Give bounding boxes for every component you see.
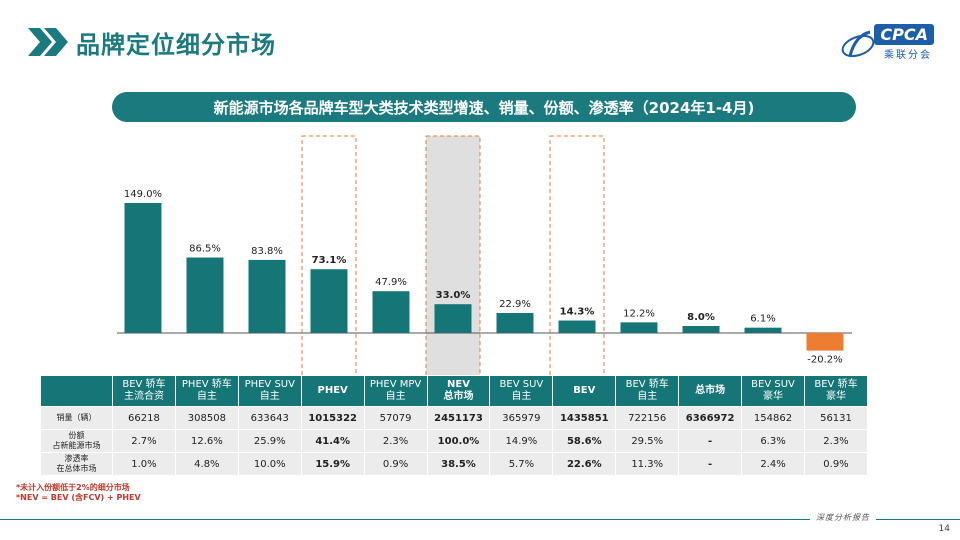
footnote-1: *未计入份额低于2%的细分市场	[16, 483, 130, 492]
table-cell: 6.3%	[741, 429, 805, 453]
data-label: 83.8%	[251, 246, 283, 257]
data-label: 6.1%	[750, 314, 775, 325]
row-label: 份额 占新能源市场	[40, 429, 113, 453]
footnote-2: *NEV = BEV (含FCV) + PHEV	[16, 493, 141, 502]
table-cell: 2451173	[426, 406, 491, 430]
bar	[496, 313, 534, 333]
table-cell: 633643	[237, 406, 302, 430]
table-cell: 12.6%	[174, 429, 239, 453]
table-cell: 14.9%	[489, 429, 554, 453]
table-column-header: BEV 轿车 自主	[615, 375, 680, 407]
table-cell: 2.3%	[363, 429, 428, 453]
bar	[248, 259, 286, 333]
data-label: 86.5%	[189, 244, 221, 255]
table-column-header: PHEV MPV 自主	[363, 375, 428, 407]
data-label: 22.9%	[499, 299, 531, 310]
highlight-box	[549, 135, 605, 380]
table-cell: -	[678, 429, 743, 453]
table-cell: 5.7%	[489, 452, 554, 476]
data-table: BEV 轿车 主流合资 PHEV 轿车 自主 PHEV SUV 自主 PHEV PHEV MP…	[40, 375, 869, 476]
table-column-header: BEV 轿车 主流合资	[112, 375, 176, 407]
table-cell: 56131	[803, 406, 869, 430]
footer-divider	[0, 519, 960, 520]
table-cell: 154862	[741, 406, 805, 430]
data-label: 47.9%	[375, 277, 407, 288]
table-cell: 2.3%	[803, 429, 869, 453]
page-title: 品牌定位细分市场	[76, 30, 276, 59]
table-row: 份额 占新能源市场 2.7% 12.6% 25.9% 41.4% 2.3% 100.0% 14.…	[40, 429, 869, 453]
table-cell: 29.5%	[615, 429, 680, 453]
table-cell: 38.5%	[426, 452, 491, 476]
table-cell: 22.6%	[552, 452, 617, 476]
logo-text: CPCA	[874, 24, 934, 45]
table-header-row: BEV 轿车 主流合资 PHEV 轿车 自主 PHEV SUV 自主 PHEV PHEV MP…	[40, 375, 869, 407]
table-row: 渗透率 在总体市场 1.0% 4.8% 10.0% 15.9% 0.9% 38.5% 5.7% 2…	[40, 452, 869, 476]
bar	[310, 269, 348, 333]
table-cell: 100.0%	[426, 429, 491, 453]
data-label: 12.2%	[623, 308, 655, 319]
table-corner-cell	[40, 375, 113, 407]
table-column-header: PHEV SUV 自主	[237, 375, 302, 407]
highlight-shade	[426, 136, 480, 380]
table-cell: 2.4%	[741, 452, 805, 476]
bar-chart: 149.0% 86.5% 83.8% 73.1% 47.9% 33.0% 22.9% 14.3…	[117, 135, 852, 380]
table-cell: 722156	[615, 406, 680, 430]
table-cell: 4.8%	[174, 452, 239, 476]
data-label: 33.0%	[436, 290, 471, 301]
data-label: 14.3%	[560, 307, 595, 318]
highlight-box	[425, 135, 481, 380]
table-column-header: BEV 轿车 豪华	[803, 375, 869, 407]
bar	[620, 322, 658, 333]
row-label: 销量（辆）	[40, 406, 113, 430]
table-cell: 57079	[363, 406, 428, 430]
footer-tag: 深度分析报告	[810, 512, 876, 523]
table-column-header: PHEV	[300, 375, 365, 407]
table-cell: 0.9%	[803, 452, 869, 476]
bar	[434, 304, 472, 333]
bar	[744, 327, 782, 333]
bar	[186, 257, 224, 333]
bar	[124, 203, 162, 333]
chart-subtitle: 新能源市场各品牌车型大类技术类型增速、销量、份额、渗透率（2024年1-4月)	[112, 92, 856, 122]
table-column-header: BEV SUV 自主	[489, 375, 554, 407]
table-cell: 365979	[489, 406, 554, 430]
table-cell: 2.7%	[112, 429, 176, 453]
table-cell: 1.0%	[112, 452, 176, 476]
bar	[372, 291, 410, 333]
table-column-header: BEV	[552, 375, 617, 407]
highlight-box	[301, 135, 357, 380]
table-cell: 1015322	[300, 406, 365, 430]
logo-subtext: 乘联分会	[884, 50, 932, 61]
table-cell: 58.6%	[552, 429, 617, 453]
table-cell: -	[678, 452, 743, 476]
table-column-header: BEV SUV 豪华	[741, 375, 805, 407]
table-cell: 308508	[174, 406, 239, 430]
table-cell: 25.9%	[237, 429, 302, 453]
data-label: 73.1%	[312, 255, 347, 266]
table-cell: 11.3%	[615, 452, 680, 476]
table-cell: 41.4%	[300, 429, 365, 453]
double-chevron-icon	[28, 28, 68, 56]
data-label: -20.2%	[807, 355, 842, 366]
table-cell: 66218	[112, 406, 176, 430]
bar	[558, 320, 596, 333]
table-row: 销量（辆） 66218 308508 633643 1015322 57079 245117…	[40, 406, 869, 430]
table-cell: 1435851	[552, 406, 617, 430]
cpca-logo-icon	[841, 30, 875, 58]
bar	[806, 333, 844, 351]
table-column-header: PHEV 轿车 自主	[174, 375, 239, 407]
page-number: 14	[938, 524, 950, 534]
bar	[682, 326, 720, 333]
table-column-header: NEV 总市场	[426, 375, 491, 407]
table-cell: 6366972	[678, 406, 743, 430]
table-column-header: 总市场	[678, 375, 743, 407]
table-cell: 15.9%	[300, 452, 365, 476]
data-label: 8.0%	[687, 312, 715, 323]
row-label: 渗透率 在总体市场	[40, 452, 113, 476]
data-label: 149.0%	[124, 189, 162, 200]
table-cell: 0.9%	[363, 452, 428, 476]
table-cell: 10.0%	[237, 452, 302, 476]
title-bar: 品牌定位细分市场	[26, 22, 276, 62]
